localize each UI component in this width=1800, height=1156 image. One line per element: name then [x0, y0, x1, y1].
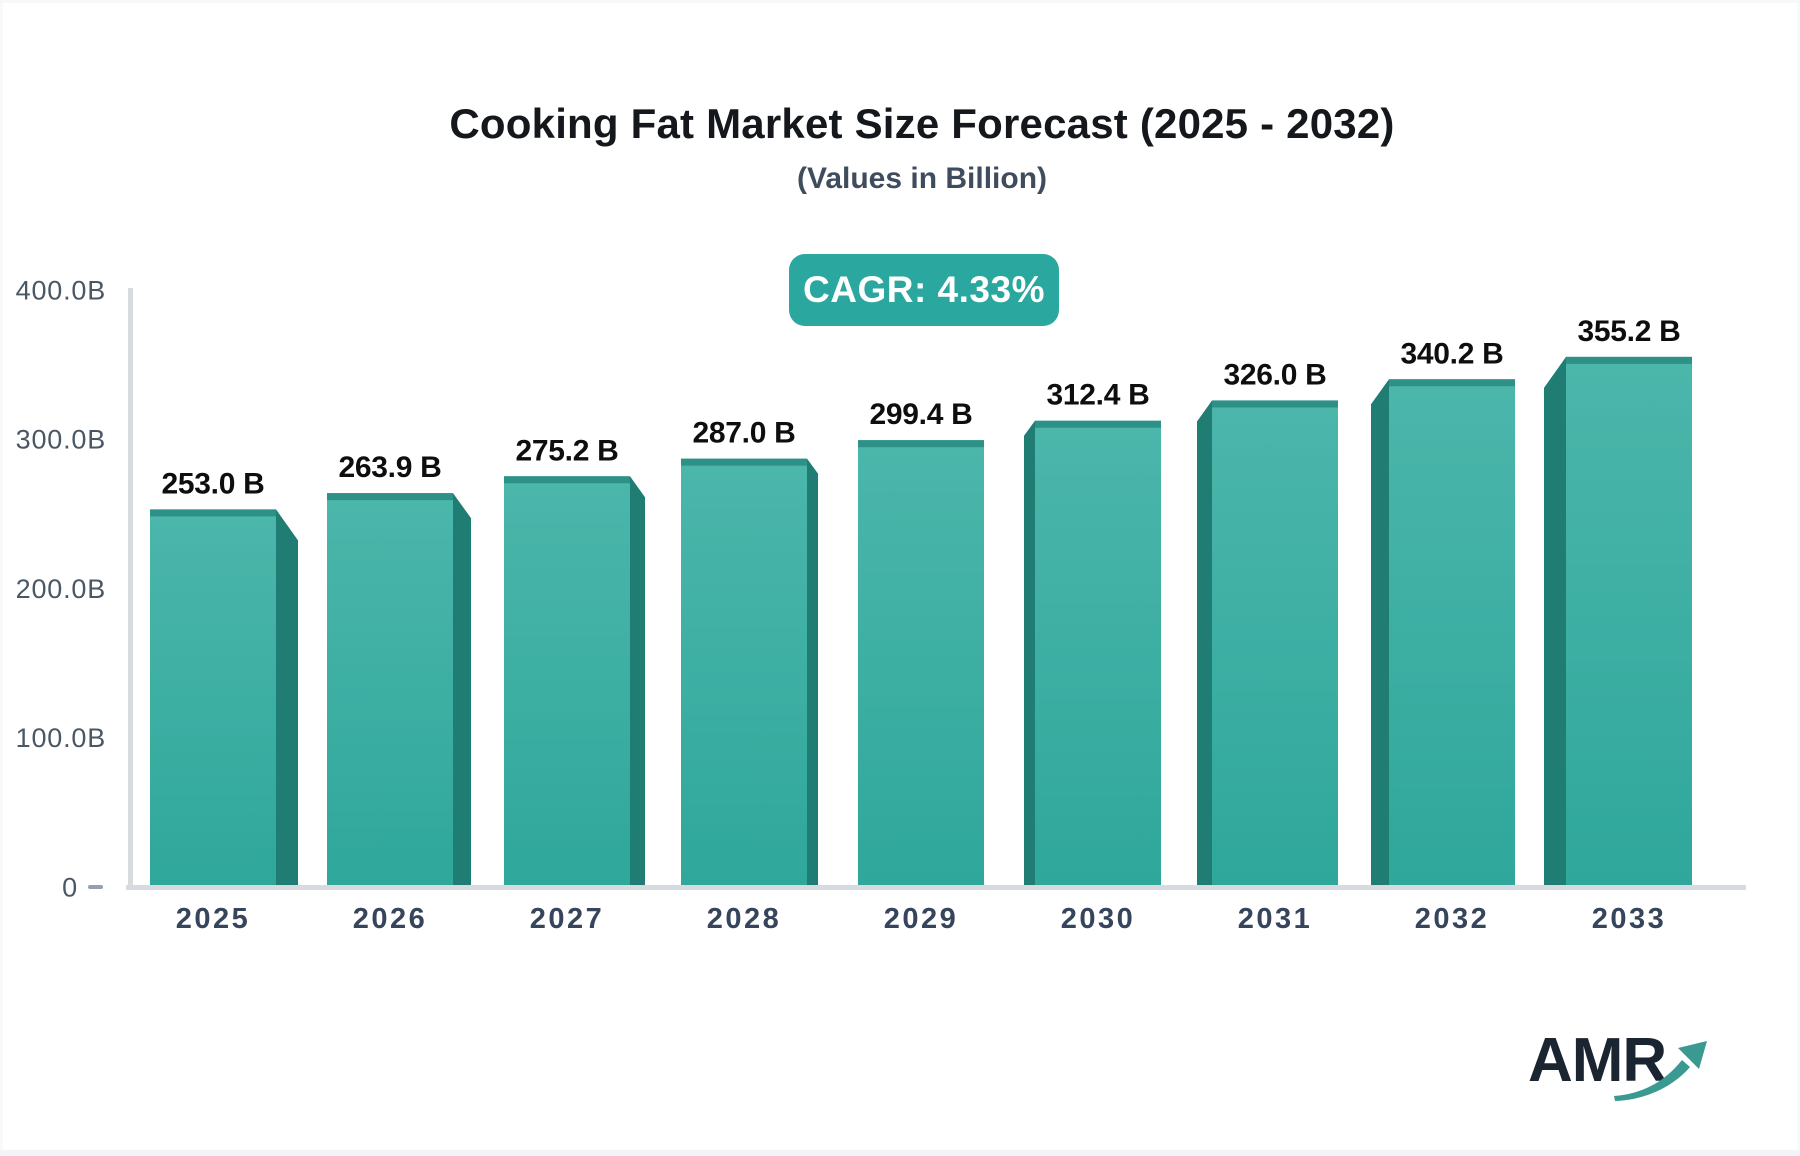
bar-top-edge [1389, 379, 1515, 387]
bar-front-face [327, 493, 453, 887]
bar-group-2033: 355.2 B 2033 [1544, 315, 1692, 935]
y-tick-label: 100.0B [16, 723, 106, 753]
zero-tick-dash [88, 885, 103, 889]
y-tick-label: 0 [62, 872, 78, 902]
bar-value-label: 312.4 B [1047, 379, 1150, 412]
bar-side-face [1197, 400, 1212, 887]
y-tick-label: 300.0B [16, 425, 106, 455]
bar-side-face [453, 493, 471, 887]
bar-group-2030: 312.4 B 2030 [1024, 379, 1161, 935]
y-axis-ticks: 400.0B 300.0B 200.0B 100.0B 0 [16, 275, 106, 902]
bar-side-face [1024, 420, 1035, 887]
category-label: 2026 [353, 903, 428, 935]
bar-top-edge [1566, 356, 1692, 364]
category-label: 2027 [530, 903, 605, 935]
category-label: 2030 [1061, 903, 1136, 935]
bar-value-label: 287.0 B [693, 417, 796, 450]
bar-top-edge [504, 476, 630, 484]
bar-top-edge [681, 458, 807, 466]
axes-layer [126, 288, 1746, 890]
bar-value-label: 326.0 B [1224, 358, 1327, 391]
y-tick-label: 400.0B [16, 275, 106, 305]
bar-front-face [504, 476, 630, 887]
y-tick-label: 200.0B [16, 574, 106, 604]
bar-group-2032: 340.2 B 2032 [1371, 337, 1515, 935]
bar-value-label: 253.0 B [162, 467, 265, 500]
bar-group-2028: 287.0 B 2028 [681, 417, 818, 935]
bar-top-edge [1035, 420, 1161, 428]
bar-front-face [1566, 356, 1692, 887]
growth-arrow-icon [1614, 1041, 1707, 1101]
bar-group-2026: 263.9 B 2026 [327, 451, 471, 935]
bar-side-face [1371, 379, 1389, 887]
bar-front-face [858, 440, 984, 887]
bar-front-face [1389, 379, 1515, 887]
chart-title: Cooking Fat Market Size Forecast (2025 -… [449, 100, 1395, 147]
bar-value-label: 275.2 B [516, 434, 619, 467]
bar-top-edge [858, 440, 984, 448]
category-label: 2028 [707, 903, 782, 935]
category-label: 2031 [1238, 903, 1313, 935]
bar-side-face [630, 476, 645, 887]
y-axis-line [128, 288, 133, 890]
category-label: 2029 [884, 903, 959, 935]
bars-layer: 253.0 B 2025 263.9 B 2026 275.2 B 2027 287.0 B… [150, 315, 1692, 935]
bar-value-label: 355.2 B [1578, 315, 1681, 348]
chart-header: Cooking Fat Market Size Forecast (2025 -… [22, 100, 1800, 196]
bar-group-2027: 275.2 B 2027 [504, 434, 645, 935]
bar-side-face [276, 509, 298, 887]
category-label: 2032 [1415, 903, 1490, 935]
bar-front-face [1212, 400, 1338, 887]
bar-value-label: 263.9 B [339, 451, 442, 484]
bar-top-edge [1212, 400, 1338, 408]
x-axis-line [126, 885, 1746, 890]
brand-logo-text: AMR [1528, 1026, 1667, 1095]
bar-front-face [1035, 420, 1161, 887]
cagr-badge: CAGR: 4.33% [789, 254, 1059, 326]
bar-front-face [150, 509, 276, 887]
bar-group-2031: 326.0 B 2031 [1197, 358, 1338, 935]
bar-value-label: 340.2 B [1401, 337, 1504, 370]
bar-side-face [807, 458, 818, 887]
bar-top-edge [150, 509, 276, 517]
bar-group-2025: 253.0 B 2025 [150, 467, 298, 935]
bar-side-face [1544, 356, 1566, 887]
bar-top-edge [327, 493, 453, 501]
bar-group-2029: 299.4 B 2029 [858, 398, 984, 935]
category-label: 2025 [176, 903, 251, 935]
bar-value-label: 299.4 B [870, 398, 973, 431]
category-label: 2033 [1592, 903, 1667, 935]
brand-logo: AMR [1528, 1030, 1748, 1125]
chart-subtitle: (Values in Billion) [796, 162, 1048, 195]
bar-front-face [681, 458, 807, 887]
